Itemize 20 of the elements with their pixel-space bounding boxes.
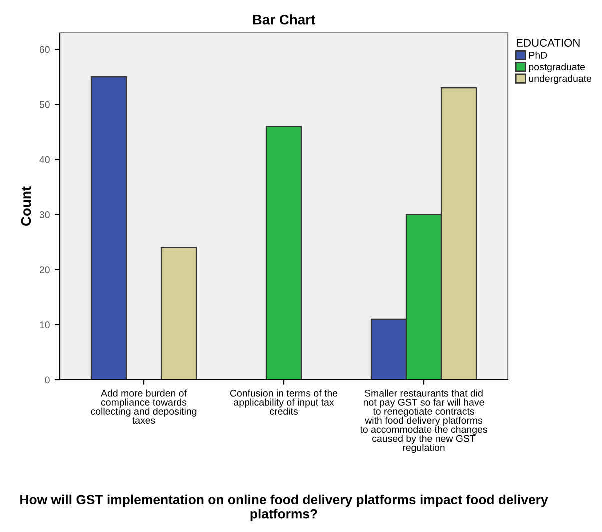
y-tick-label: 0 bbox=[45, 376, 50, 384]
bar bbox=[160, 247, 198, 380]
y-tick-label: 50 bbox=[40, 101, 50, 108]
legend-title: EDUCATION bbox=[516, 39, 580, 47]
y-tick-label: 20 bbox=[40, 266, 50, 274]
y-tick-label: 10 bbox=[40, 322, 50, 329]
x-tick-label: Add more burden of compliance towards collecting and depositing taxes bbox=[91, 390, 197, 424]
legend-label: undergraduate bbox=[529, 75, 592, 84]
y-tick-label: 60 bbox=[40, 46, 50, 54]
x-tick-label: Smaller restaurants that did not pay GST so far will have to renegotiate contracts with food delivery platforms to accommodate the changes caused by the new GST regulation bbox=[360, 390, 488, 454]
chart-title: Bar Chart bbox=[253, 14, 316, 25]
y-tick-label: 30 bbox=[40, 211, 50, 218]
x-axis-title: How will GST implementation on online food delivery platforms impact food delivery platforms? bbox=[20, 494, 548, 522]
x-tick-label: Confusion in terms of the applicability of input tax credits bbox=[230, 390, 338, 415]
y-tick-label: 40 bbox=[40, 156, 50, 164]
bar bbox=[266, 126, 302, 380]
bar bbox=[90, 76, 128, 380]
legend-label: PhD bbox=[530, 52, 548, 59]
y-axis-title: Count bbox=[21, 186, 32, 226]
legend-label: postgraduate bbox=[529, 63, 586, 72]
